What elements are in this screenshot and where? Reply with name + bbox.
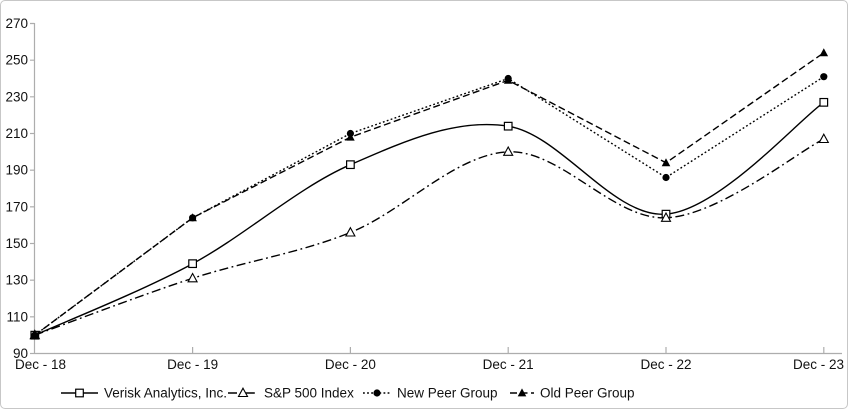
y-axis-tick-label: 150 — [5, 236, 28, 251]
marker-open-square — [188, 259, 198, 269]
legend-item-s-p-500-index: S&P 500 Index — [228, 386, 354, 401]
marker-open-square — [503, 121, 513, 131]
axes: 90 110 130 150 170 190 210 230 250 270 Dec - 18 Dec… — [5, 16, 844, 372]
marker-filled-triangle — [517, 388, 527, 397]
marker-open-triangle — [502, 145, 514, 156]
marker-filled-circle — [662, 173, 670, 182]
y-axis-tick-label: 130 — [5, 273, 28, 288]
x-axis-tick-label: Dec - 22 — [640, 357, 691, 372]
x-axis-tick-label: Dec - 18 — [15, 357, 66, 372]
series-line-verisk-analytics-inc — [34, 101, 825, 336]
marker-filled-circle — [346, 129, 354, 138]
marker-filled-triangle — [819, 48, 829, 57]
y-axis-tick-label: 110 — [6, 309, 28, 324]
y-axis-tick-label: 190 — [5, 163, 28, 178]
y-axis-tick-label: 270 — [5, 16, 28, 31]
x-axis-tick-label: Dec - 21 — [483, 357, 534, 372]
y-axis-tick-label: 250 — [5, 53, 28, 68]
marker-open-triangle — [344, 226, 356, 237]
series-old-peer-group — [30, 48, 829, 339]
marker-open-square — [346, 160, 355, 170]
legend-item-verisk-analytics-inc: Verisk Analytics, Inc. — [61, 386, 227, 401]
series-new-peer-group — [31, 73, 828, 339]
series-line-old-peer-group — [34, 52, 825, 336]
marker-filled-circle — [189, 214, 197, 222]
y-axis-tick-label: 230 — [5, 89, 28, 104]
x-axis-tick-label: Dec - 23 — [793, 357, 844, 372]
marker-open-square — [75, 388, 84, 398]
y-axis-tick-label: 90 — [13, 346, 28, 361]
x-axis-tick-label: Dec - 20 — [325, 357, 376, 372]
legend-item-label: S&P 500 Index — [264, 386, 354, 401]
y-axis-tick-label: 170 — [5, 199, 28, 214]
marker-open-triangle — [818, 133, 830, 144]
marker-open-triangle — [660, 211, 672, 222]
marker-open-square — [819, 97, 829, 107]
marker-filled-triangle — [661, 158, 671, 167]
series-line-s-p-500-index — [34, 138, 825, 336]
legend: Verisk Analytics, Inc. S&P 500 Index New P… — [61, 386, 635, 401]
series-s-p-500-index — [29, 133, 830, 340]
legend-item-old-peer-group: Old Peer Group — [510, 386, 635, 401]
x-axis-tick-label: Dec - 19 — [167, 357, 218, 372]
legend-item-label: Old Peer Group — [540, 386, 635, 401]
y-axis-tick-label: 210 — [5, 126, 28, 141]
marker-filled-circle — [504, 74, 512, 83]
marker-filled-circle — [31, 331, 39, 339]
legend-item-new-peer-group: New Peer Group — [363, 386, 498, 401]
legend-item-label: New Peer Group — [397, 386, 498, 401]
series-line-new-peer-group — [34, 76, 825, 336]
marker-filled-circle — [820, 73, 828, 81]
marker-open-triangle — [187, 272, 199, 283]
marker-open-triangle — [237, 387, 249, 398]
legend-item-label: Verisk Analytics, Inc. — [104, 386, 227, 401]
series-verisk-analytics-inc — [30, 97, 829, 340]
marker-filled-circle — [373, 389, 381, 397]
